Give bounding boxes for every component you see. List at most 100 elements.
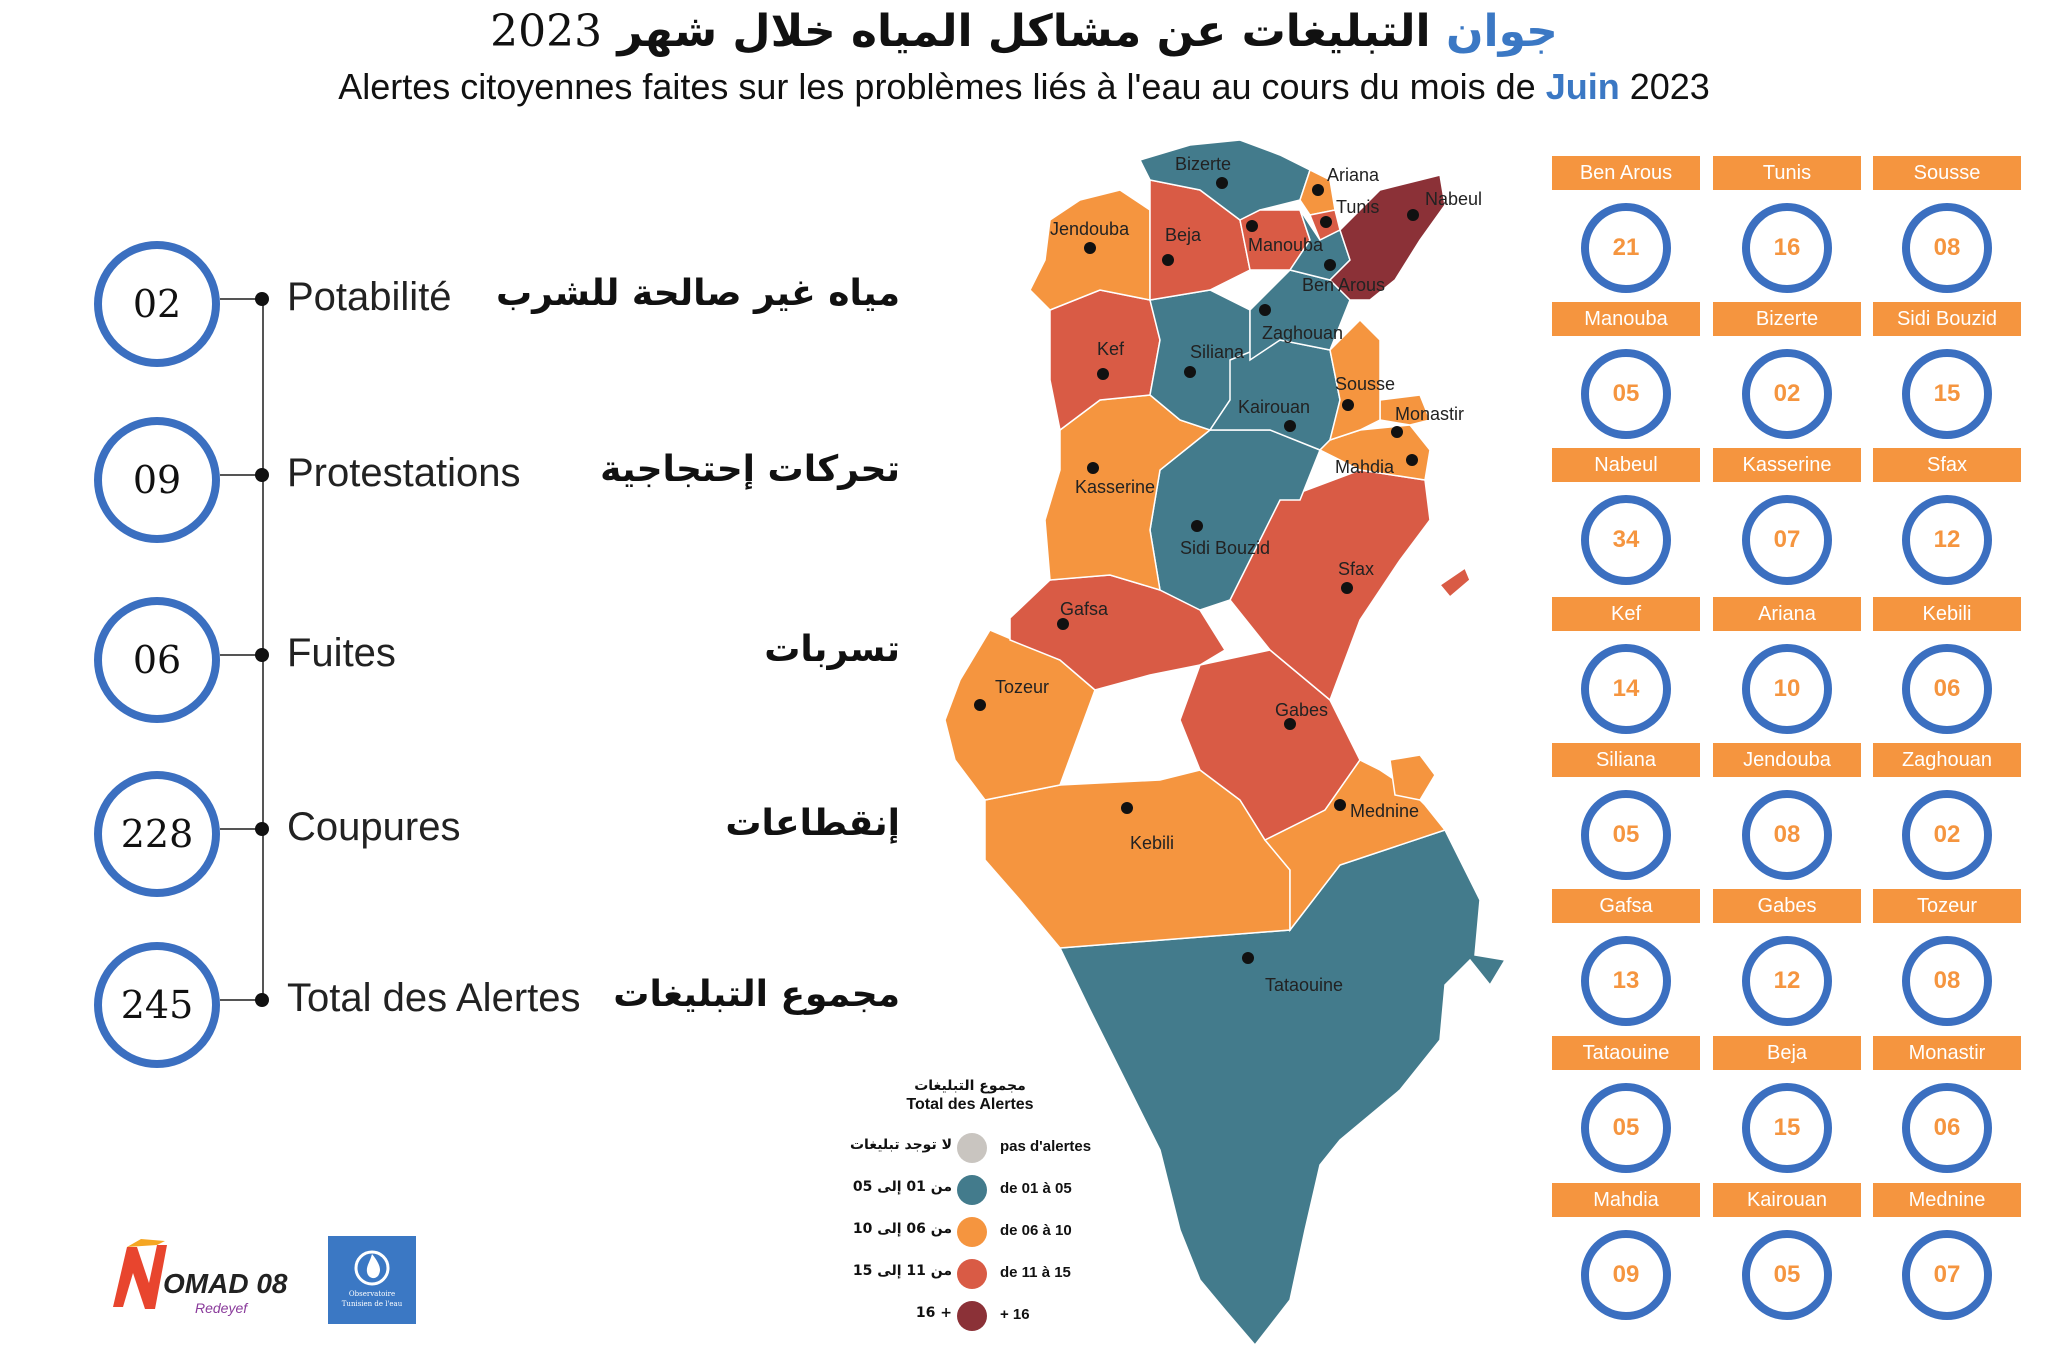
legend-row-fr: + 16	[1000, 1306, 1030, 1323]
map-legend: مجموع التبليغات Total des Alertes لا توج…	[820, 1078, 1120, 1338]
governorate-card: Zaghouan 02	[1873, 743, 2021, 883]
label-tozeur: Tozeur	[995, 677, 1049, 697]
governorate-card: Siliana 05	[1552, 743, 1700, 883]
stat-label-fr: Total des Alertes	[287, 976, 581, 1020]
governorate-card: Gafsa 13	[1552, 889, 1700, 1029]
stat-connector	[220, 298, 262, 300]
marker-bizerte	[1216, 177, 1228, 189]
governorate-card: Kairouan 05	[1713, 1183, 1861, 1323]
stat-dot	[255, 648, 269, 662]
label-ben-arous: Ben Arous	[1302, 275, 1385, 295]
stat-value-ring: 06	[94, 597, 220, 723]
stat-label-fr: Potabilité	[287, 275, 452, 319]
marker-tunis	[1320, 216, 1332, 228]
stat-label-ar: مياه غير صالحة للشرب	[495, 273, 900, 314]
legend-row-ar: + 16	[915, 1305, 952, 1321]
governorate-card: Kef 14	[1552, 597, 1700, 737]
observatoire-line1: Observatoire	[348, 1290, 396, 1298]
governorate-name: Tozeur	[1873, 889, 2021, 923]
governorate-count: 14	[1581, 644, 1671, 734]
governorate-count: 08	[1902, 203, 1992, 293]
marker-kef	[1097, 368, 1109, 380]
governorate-name: Gabes	[1713, 889, 1861, 923]
legend-row-fr: pas d'alertes	[1000, 1138, 1092, 1155]
stat-label-ar: مجموع التبليغات	[613, 974, 900, 1015]
marker-mahdia	[1406, 454, 1418, 466]
label-kairouan: Kairouan	[1238, 397, 1310, 417]
marker-tozeur	[974, 699, 986, 711]
legend-swatch	[957, 1259, 987, 1289]
governorate-card: Tozeur 08	[1873, 889, 2021, 1029]
governorate-name: Kef	[1552, 597, 1700, 631]
governorate-card: Tataouine 05	[1552, 1036, 1700, 1176]
governorate-card: Nabeul 34	[1552, 448, 1700, 588]
label-jendouba: Jendouba	[1050, 219, 1130, 239]
nomad-logo-sub: Redeyef	[195, 1300, 249, 1316]
title-fr-year: 2023	[1629, 66, 1710, 107]
stat-value-ring: 228	[94, 771, 220, 897]
marker-ariana	[1312, 184, 1324, 196]
governorate-count: 15	[1742, 1083, 1832, 1173]
marker-siliana	[1184, 366, 1196, 378]
governorate-card: Ben Arous 21	[1552, 156, 1700, 296]
governorate-count: 08	[1742, 790, 1832, 880]
legend-title-fr: Total des Alertes	[906, 1096, 1034, 1113]
label-bizerte: Bizerte	[1175, 154, 1231, 174]
label-mahdia: Mahdia	[1335, 457, 1395, 477]
governorate-card: Kasserine 07	[1713, 448, 1861, 588]
title-french: Alertes citoyennes faites sur les problè…	[0, 66, 2048, 112]
governorate-card: Bizerte 02	[1713, 302, 1861, 442]
label-kef: Kef	[1097, 339, 1125, 359]
label-monastir: Monastir	[1395, 404, 1464, 424]
legend-row-ar: من 11 إلى 15	[852, 1263, 952, 1279]
stat-dot	[255, 822, 269, 836]
label-gabes: Gabes	[1275, 700, 1328, 720]
stat-dot	[255, 468, 269, 482]
governorate-name: Mahdia	[1552, 1183, 1700, 1217]
title-ar-text: التبليغات عن مشاكل المياه خلال شهر	[617, 6, 1431, 57]
governorate-count: 05	[1742, 1230, 1832, 1320]
marker-sfax	[1341, 582, 1353, 594]
governorate-card: Beja 15	[1713, 1036, 1861, 1176]
region-sousse	[1328, 318, 1381, 442]
title-arabic: 2023 جوان التبليغات عن مشاكل المياه خلال…	[0, 6, 2048, 70]
stat-dot	[255, 993, 269, 1007]
governorate-name: Sidi Bouzid	[1873, 302, 2021, 336]
governorate-card: Sfax 12	[1873, 448, 2021, 588]
governorate-name: Kairouan	[1713, 1183, 1861, 1217]
marker-beja	[1162, 254, 1174, 266]
title-fr-text: Alertes citoyennes faites sur les problè…	[338, 66, 1536, 107]
governorate-name: Nabeul	[1552, 448, 1700, 482]
nomad-logo-n-mark	[113, 1245, 167, 1309]
governorate-card: Tunis 16	[1713, 156, 1861, 296]
governorate-count: 12	[1902, 495, 1992, 585]
label-sfax: Sfax	[1338, 559, 1374, 579]
legend-row-1-5: من 01 إلى 05 de 01 à 05	[820, 1173, 1120, 1207]
label-beja: Beja	[1165, 225, 1202, 245]
marker-gabes	[1284, 718, 1296, 730]
stat-protests: 09 Protestations تحركات إحتجاجية	[0, 413, 940, 543]
governorate-count: 21	[1581, 203, 1671, 293]
governorate-name: Zaghouan	[1873, 743, 2021, 777]
governorate-card: Monastir 06	[1873, 1036, 2021, 1176]
nomad-logo: OMAD 08 Redeyef	[113, 1239, 288, 1316]
stat-connector	[220, 828, 262, 830]
stat-label-ar: تحركات إحتجاجية	[600, 449, 900, 490]
label-manouba: Manouba	[1248, 235, 1324, 255]
governorate-name: Ben Arous	[1552, 156, 1700, 190]
governorate-name: Kasserine	[1713, 448, 1861, 482]
governorate-name: Gafsa	[1552, 889, 1700, 923]
legend-swatch	[957, 1133, 987, 1163]
governorate-card: Sousse 08	[1873, 156, 2021, 296]
governorate-count: 34	[1581, 495, 1671, 585]
governorate-card: Gabes 12	[1713, 889, 1861, 1029]
observatoire-logo: Observatoire Tunisien de l'eau	[328, 1236, 416, 1324]
governorate-count: 02	[1742, 349, 1832, 439]
stat-cuts: 228 Coupures إنقطاعات	[0, 767, 940, 897]
governorate-card: Ariana 10	[1713, 597, 1861, 737]
legend-row-fr: de 11 à 15	[1000, 1264, 1071, 1281]
stat-connector	[220, 474, 262, 476]
stat-connector	[220, 654, 262, 656]
marker-zaghouan	[1259, 304, 1271, 316]
marker-monastir	[1391, 426, 1403, 438]
